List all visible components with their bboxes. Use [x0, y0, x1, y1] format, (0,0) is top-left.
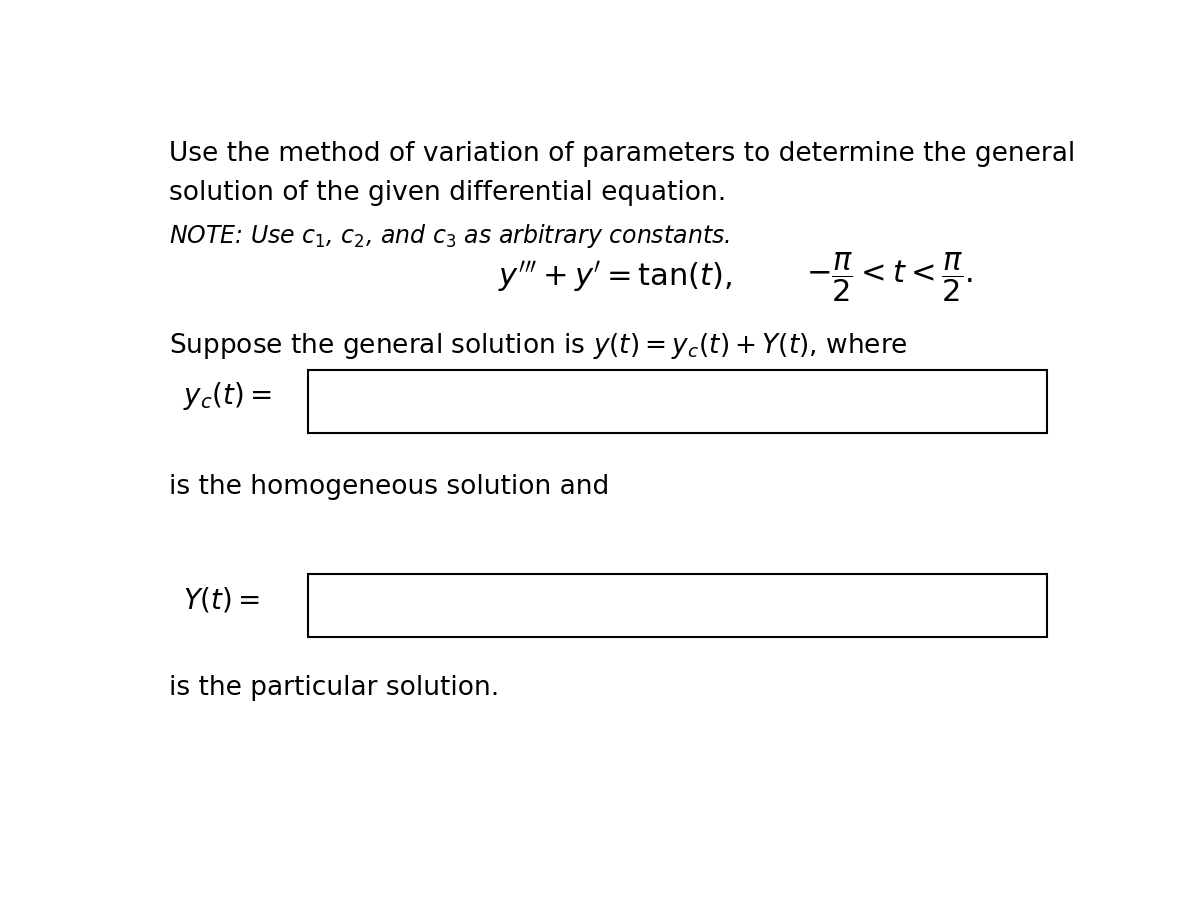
FancyBboxPatch shape	[308, 370, 1048, 433]
FancyBboxPatch shape	[308, 573, 1048, 637]
Text: $Y(t) =$: $Y(t) =$	[182, 586, 260, 614]
Text: $-\dfrac{\pi}{2} < t < \dfrac{\pi}{2}.$: $-\dfrac{\pi}{2} < t < \dfrac{\pi}{2}.$	[805, 250, 973, 304]
Text: is the homogeneous solution and: is the homogeneous solution and	[168, 474, 608, 499]
Text: $y''' + y' = \tan(t),$: $y''' + y' = \tan(t),$	[498, 259, 732, 294]
Text: solution of the given differential equation.: solution of the given differential equat…	[168, 180, 726, 205]
Text: $y_c(t) =$: $y_c(t) =$	[182, 381, 271, 413]
Text: Suppose the general solution is $y(t) = y_c(t) + Y(t)$, where: Suppose the general solution is $y(t) = …	[168, 331, 907, 361]
Text: NOTE: Use $c_1$, $c_2$, and $c_3$ as arbitrary constants.: NOTE: Use $c_1$, $c_2$, and $c_3$ as arb…	[168, 222, 730, 250]
Text: is the particular solution.: is the particular solution.	[168, 676, 499, 701]
Text: Use the method of variation of parameters to determine the general: Use the method of variation of parameter…	[168, 142, 1075, 167]
